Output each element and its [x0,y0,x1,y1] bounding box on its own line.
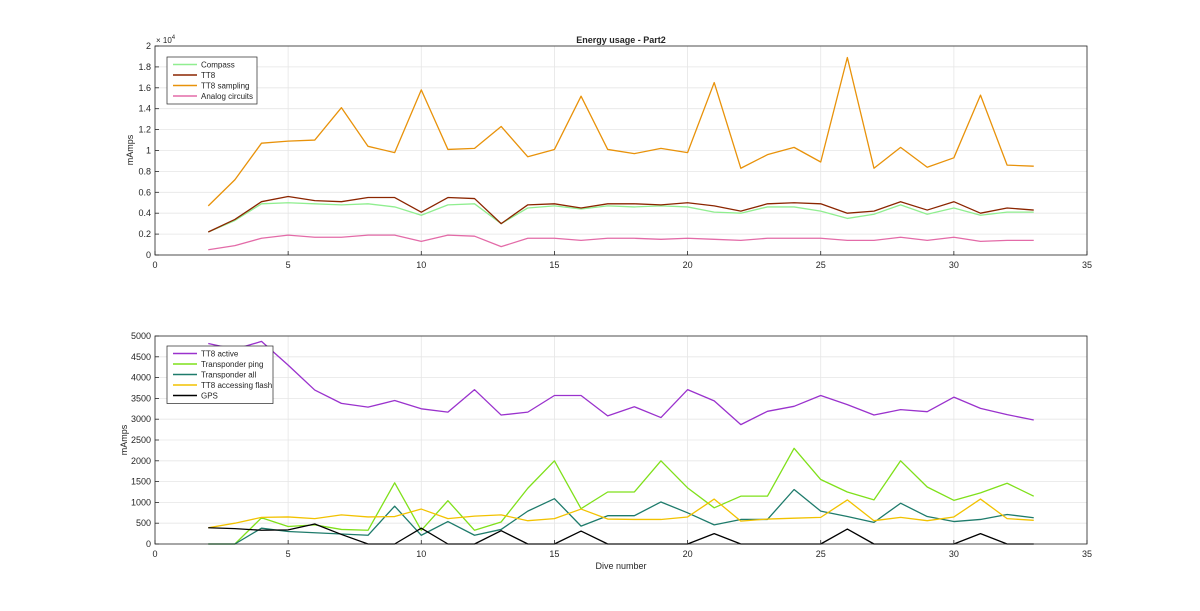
top-series-tt8-sampling [207,56,1034,207]
bottom-y-axis-label: mAmps [119,424,129,455]
bottom-y-tick-label: 4500 [131,352,151,362]
top-y-tick-label: 1.8 [138,62,151,72]
bottom-series-tt8-accessing-flash [208,498,1034,529]
bottom-y-tick-labels: 0 500 1000 1500 2000 2500 3000 3500 4000 4500 5000 [131,331,159,549]
bottom-chart: 0 5 10 15 20 25 30 35 0 500 1000 1500 2000 2500 3000 3… [119,331,1092,571]
bottom-x-tick-label: 15 [549,549,559,559]
top-series-tt8 [207,195,1034,233]
bottom-x-tick-label: 25 [816,549,826,559]
top-y-tick-labels: 0 0.2 0.4 0.6 0.8 1 1.2 1.4 1.6 1.8 2 [138,41,159,260]
top-y-tick-label: 1 [146,146,151,156]
top-x-tick-label: 20 [683,260,693,270]
top-x-tick-label: 10 [416,260,426,270]
bottom-x-tick-label: 20 [683,549,693,559]
top-chart: 0 5 10 15 20 25 30 35 0 0.2 0.4 0.6 0.8 1 1.2 1.4 1.6 1.… [125,35,1092,270]
top-x-tick-label: 30 [949,260,959,270]
bottom-series-tt8-active [208,340,1034,426]
bottom-y-tick-label: 500 [136,518,151,528]
bottom-x-tick-label: 35 [1082,549,1092,559]
bottom-y-tick-label: 0 [146,539,151,549]
top-y-exponent-power: 4 [172,35,176,41]
bottom-x-tick-label: 10 [416,549,426,559]
bottom-legend-label-transponder-all: Transponder all [201,371,257,380]
top-legend-label-analog-circuits: Analog circuits [201,92,253,101]
bottom-y-tick-label: 1500 [131,477,151,487]
top-y-tick-label: 0.4 [138,208,151,218]
bottom-legend-label-tt8-accessing-flash: TT8 accessing flash [201,381,272,390]
bottom-y-tick-label: 5000 [131,331,151,341]
top-legend-label-tt8-sampling: TT8 sampling [201,82,249,91]
bottom-y-tick-label: 4000 [131,373,151,383]
top-y-tick-label: 0.2 [138,229,151,239]
top-y-exponent: × 104 [156,35,176,45]
top-x-tick-label: 35 [1082,260,1092,270]
bottom-legend-label-tt8-active: TT8 active [201,350,239,359]
top-y-tick-label: 0 [146,250,151,260]
top-y-axis-label: mAmps [125,134,135,165]
bottom-legend-label-gps: GPS [201,392,218,401]
bottom-y-tick-label: 2000 [131,456,151,466]
top-y-exponent-base: × 10 [156,36,172,45]
top-series-analog-circuits [208,234,1034,251]
top-y-tick-label: 1.2 [138,125,151,135]
bottom-legend-label-transponder-ping: Transponder ping [201,360,263,369]
bottom-y-tick-label: 1000 [131,497,151,507]
top-y-tick-label: 0.8 [138,166,151,176]
top-series-compass [208,202,1034,233]
top-legend-label-tt8: TT8 [201,71,216,80]
top-x-tick-label: 0 [152,260,157,270]
top-series-lines [207,56,1034,251]
bottom-x-tick-labels: 0 5 10 15 20 25 30 35 [152,540,1092,559]
top-y-tick-label: 0.6 [138,187,151,197]
bottom-x-axis-label: Dive number [595,561,646,571]
top-y-tick-label: 2 [146,41,151,51]
top-x-tick-label: 15 [549,260,559,270]
bottom-series-transponder-ping [208,447,1035,545]
top-x-tick-label: 25 [816,260,826,270]
top-x-tick-label: 5 [286,260,291,270]
top-chart-title: Energy usage - Part2 [576,35,666,45]
bottom-x-tick-label: 5 [286,549,291,559]
top-legend-label-compass: Compass [201,61,235,70]
bottom-x-tick-label: 0 [152,549,157,559]
bottom-y-tick-label: 2500 [131,435,151,445]
bottom-x-tick-label: 30 [949,549,959,559]
top-x-tick-labels: 0 5 10 15 20 25 30 35 [152,251,1092,270]
bottom-y-tick-label: 3500 [131,393,151,403]
bottom-y-tick-label: 3000 [131,414,151,424]
top-y-tick-label: 1.4 [138,104,151,114]
top-y-tick-label: 1.6 [138,83,151,93]
bottom-series-transponder-all [208,488,1034,545]
